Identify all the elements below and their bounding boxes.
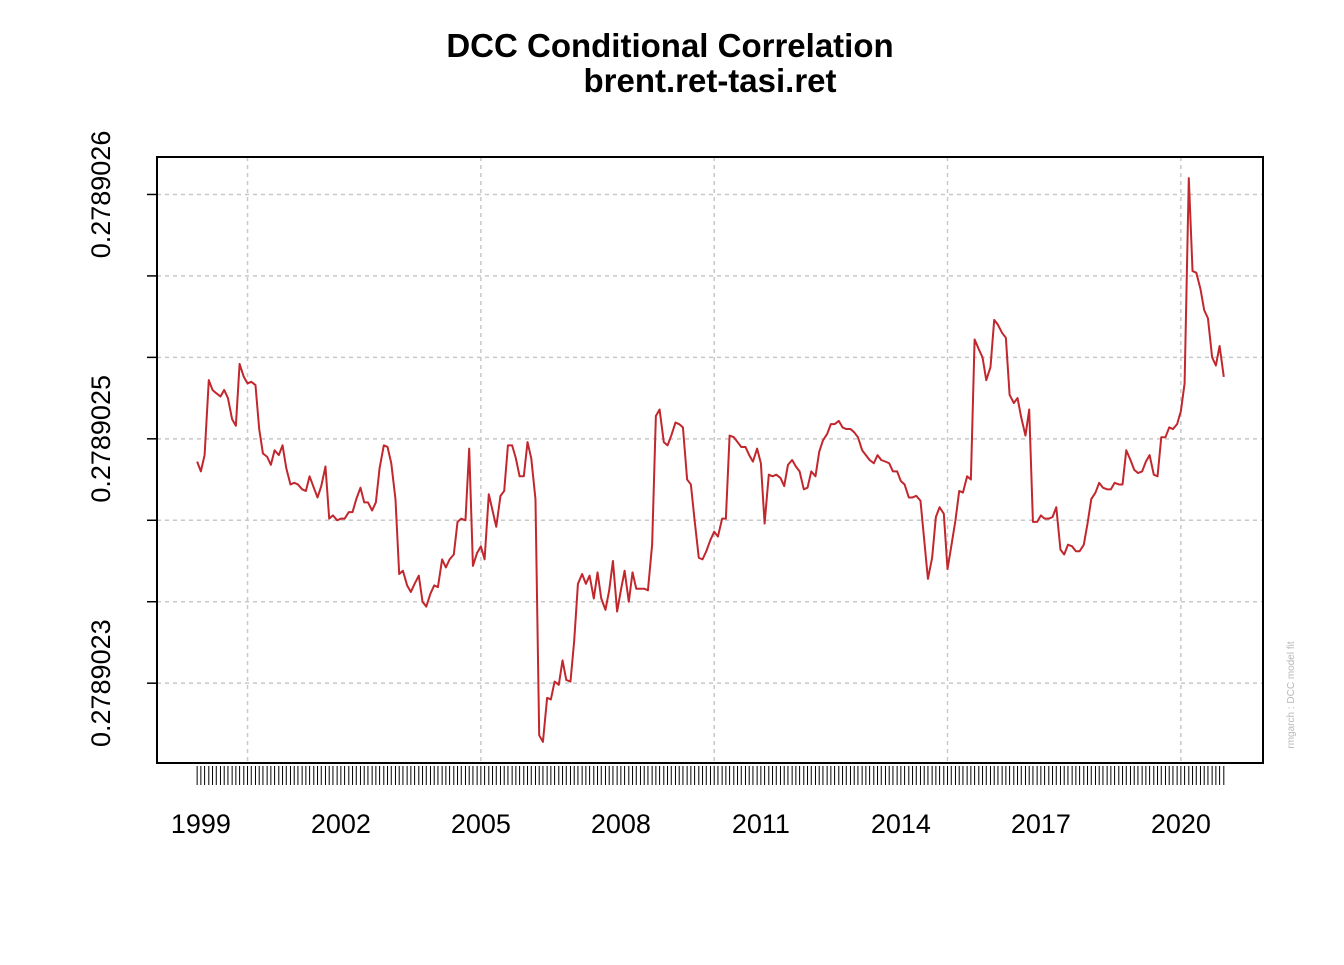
x-tick-label: 2011 [732,809,790,839]
chart-subtitle: brent.ret-tasi.ret [583,62,836,99]
x-tick-label: 2008 [591,809,651,839]
x-tick-label: 2017 [1011,809,1071,839]
plot-frame [156,156,1264,764]
x-tick-label: 2014 [871,809,931,839]
y-tick-label: 0.2789025 [86,375,116,503]
side-note: rmgarch : DCC model fit [1286,641,1297,748]
y-tick-label: 0.2789023 [86,619,116,747]
x-tick-label: 2020 [1151,809,1211,839]
data-line [196,177,1225,743]
x-tick-label: 1999 [171,809,231,839]
y-tick-label: 0.2789026 [86,131,116,259]
chart-title: DCC Conditional Correlation [446,27,893,64]
x-tick-label: 2002 [311,809,371,839]
x-tick-label: 2005 [451,809,511,839]
